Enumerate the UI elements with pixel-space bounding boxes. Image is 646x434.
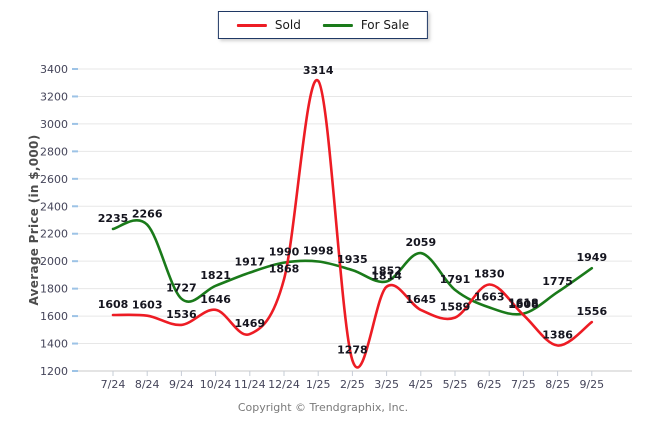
x-tick-label: 2/25 (340, 378, 365, 391)
y-tick-label: 1600 (40, 310, 68, 323)
x-tick-label: 7/25 (511, 378, 536, 391)
sold-line (111, 79, 594, 369)
legend-item-forsale: For Sale (322, 18, 410, 32)
legend: Sold For Sale (217, 11, 429, 39)
data-label-sold: 1608 (508, 298, 539, 311)
data-label-sold: 1645 (405, 293, 436, 306)
data-label-sold: 1830 (474, 268, 505, 281)
data-label-forsale: 1821 (200, 269, 231, 282)
forsale-line-swatch-icon (322, 23, 353, 27)
data-label-forsale: 1990 (269, 246, 300, 259)
y-tick-label: 1400 (40, 338, 68, 351)
y-tick-label: 1200 (40, 365, 68, 378)
y-tick-label: 2400 (40, 200, 68, 213)
data-label-forsale: 1791 (440, 273, 471, 286)
y-tick-label: 2000 (40, 255, 68, 268)
y-tick-label: 2200 (40, 228, 68, 241)
data-label-forsale: 1998 (303, 244, 334, 257)
y-tick-label: 3000 (40, 118, 68, 131)
x-tick-label: 10/24 (200, 378, 232, 391)
data-label-forsale: 1949 (576, 251, 607, 264)
data-label-sold: 1386 (542, 328, 573, 341)
legend-item-sold: Sold (236, 18, 301, 32)
x-tick-label: 7/24 (101, 378, 126, 391)
data-label-sold: 3314 (303, 64, 334, 77)
legend-label-forsale: For Sale (360, 18, 410, 32)
data-label-forsale: 2266 (132, 208, 163, 221)
x-tick-label: 9/24 (169, 378, 194, 391)
data-label-forsale: 1852 (371, 264, 402, 277)
data-label-forsale: 1618 (508, 297, 539, 310)
data-label-sold: 1603 (132, 299, 163, 312)
x-tick-label: 12/24 (268, 378, 300, 391)
data-label-sold: 1469 (234, 317, 265, 330)
x-tick-label: 1/25 (306, 378, 331, 391)
x-tick-label: 6/25 (477, 378, 502, 391)
data-label-sold: 1589 (440, 301, 471, 314)
data-label-forsale: 1917 (234, 256, 265, 269)
x-tick-label: 11/24 (234, 378, 266, 391)
data-label-forsale: 1727 (166, 282, 197, 295)
data-label-forsale: 1775 (542, 275, 573, 288)
forsale-line (111, 219, 594, 316)
y-tick-label: 2800 (40, 145, 68, 158)
x-tick-label: 9/25 (579, 378, 604, 391)
data-label-sold: 1536 (166, 308, 197, 321)
sold-line-swatch-icon (236, 23, 267, 27)
data-label-sold: 1868 (269, 262, 300, 275)
data-label-sold: 1646 (200, 293, 231, 306)
x-tick-label: 5/25 (443, 378, 468, 391)
y-tick-label: 2600 (40, 173, 68, 186)
y-axis-title: Average Price (in $,000) (27, 135, 41, 306)
data-label-sold: 1814 (371, 270, 402, 283)
data-label-forsale: 1663 (474, 290, 505, 303)
data-label-sold: 1556 (576, 305, 607, 318)
x-tick-label: 8/25 (545, 378, 570, 391)
data-label-forsale: 2235 (98, 212, 129, 225)
y-tick-label: 3200 (40, 90, 68, 103)
copyright-text: Copyright © Trendgraphix, Inc. (237, 401, 409, 414)
data-label-sold: 1608 (98, 298, 129, 311)
y-tick-label: 1800 (40, 283, 68, 296)
data-label-forsale: 1935 (337, 253, 368, 266)
data-label-forsale: 2059 (405, 236, 436, 249)
legend-label-sold: Sold (274, 18, 301, 32)
x-tick-label: 8/24 (135, 378, 160, 391)
y-tick-label: 3400 (40, 63, 68, 76)
x-tick-label: 4/25 (408, 378, 433, 391)
x-tick-label: 3/25 (374, 378, 399, 391)
data-label-sold: 1278 (337, 343, 368, 356)
